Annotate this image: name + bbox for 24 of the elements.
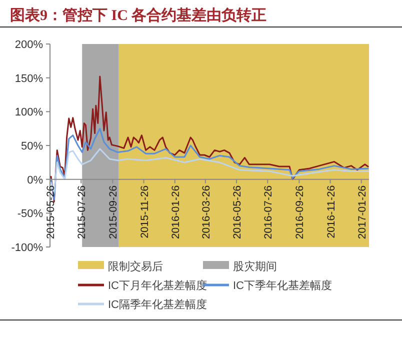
y-tick-label: 100% [14, 106, 44, 119]
x-tick-label: 2016-07-26 [262, 185, 275, 240]
x-tick-label: 2015-07-26 [76, 185, 88, 240]
x-tick-label: 2016-11-26 [325, 185, 338, 238]
x-tick-label: 2016-01-26 [170, 185, 182, 240]
y-tick-label: 150% [14, 72, 44, 85]
legend-label: 股灾期间 [233, 260, 277, 273]
y-tick-label: 200% [14, 39, 44, 51]
y-tick-label: -100% [11, 242, 44, 254]
x-tick-label: 2017-01-26 [356, 185, 368, 240]
x-tick-label: 2015-05-26 [45, 185, 57, 240]
x-tick-label: 2015-09-26 [108, 185, 120, 240]
chart-title: 图表9：管控下 IC 各合约基差由负转正 [10, 7, 267, 24]
x-tick-label: 2016-03-26 [200, 185, 212, 240]
y-tick-label: -50% [17, 208, 44, 220]
legend-label: 限制交易后 [108, 260, 163, 273]
x-tick-label: 2015-11-26 [138, 185, 151, 238]
x-tick-label: 2016-09-26 [294, 185, 306, 240]
legend-label: IC隔季年化基差幅度 [108, 298, 207, 311]
legend-label: IC下季年化基差幅度 [233, 279, 332, 292]
y-tick-label: 50% [20, 140, 44, 152]
x-tick-label: 2016-05-26 [232, 185, 244, 240]
y-tick-label: 0% [27, 174, 44, 186]
legend-label: IC下月年化基差幅度 [108, 279, 207, 292]
